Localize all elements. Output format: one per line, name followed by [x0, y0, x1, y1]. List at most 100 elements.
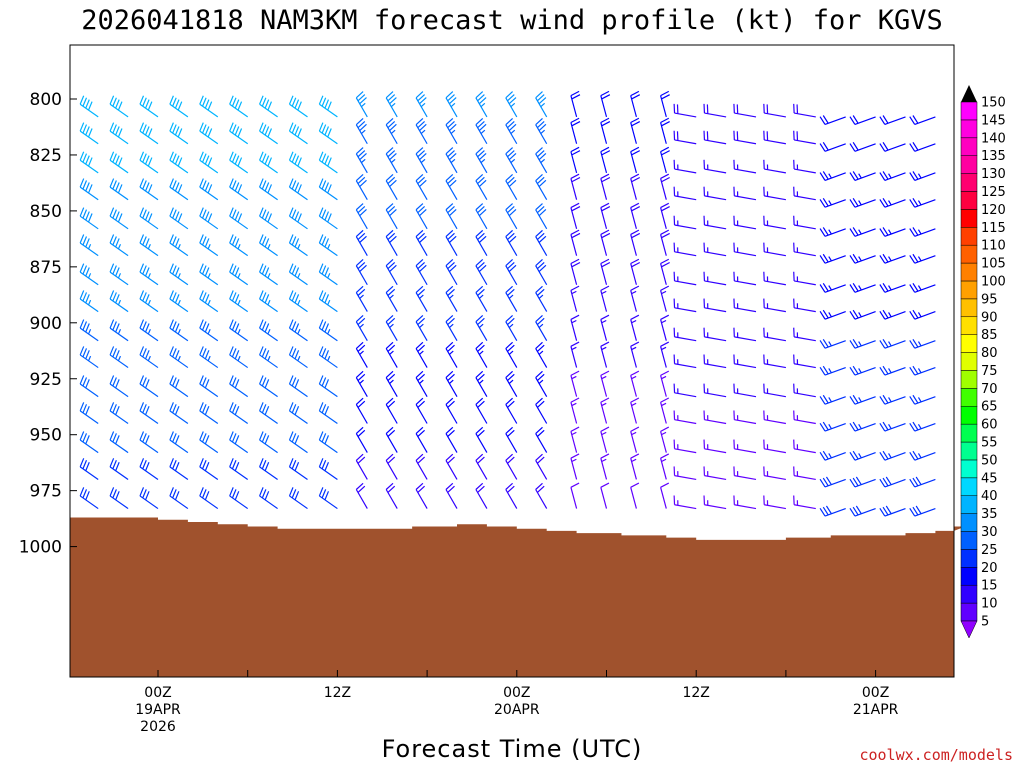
barb-full-flag	[324, 323, 330, 333]
wind-barb	[288, 346, 308, 369]
barb-full-flag	[234, 379, 240, 389]
barb-staff	[674, 224, 697, 230]
barb-full-flag	[202, 209, 207, 219]
wind-barb	[385, 397, 398, 424]
barb-full-flag	[571, 261, 581, 268]
barb-full-flag	[912, 394, 919, 404]
wind-barb	[415, 91, 428, 118]
wind-barb	[169, 151, 189, 174]
barb-full-flag	[415, 453, 424, 461]
barb-full-flag	[172, 489, 177, 499]
barb-full-flag	[852, 227, 859, 236]
barb-full-flag	[571, 206, 581, 212]
barb-full-flag	[139, 346, 145, 356]
barb-staff	[600, 346, 608, 368]
wind-barb	[229, 234, 249, 257]
barb-full-flag	[417, 288, 425, 296]
barb-staff	[794, 419, 816, 425]
barb-full-flag	[172, 97, 177, 107]
wind-barb	[909, 142, 936, 152]
barb-full-flag	[144, 491, 150, 501]
barb-full-flag	[661, 232, 670, 239]
barb-full-flag	[261, 265, 267, 275]
colorbar-tick-label: 135	[981, 149, 1006, 164]
barb-staff	[199, 298, 219, 313]
barb-staff	[259, 327, 278, 342]
barb-full-flag	[359, 153, 367, 161]
barb-full-flag	[204, 267, 210, 277]
wind-barb	[909, 365, 936, 376]
barb-full-flag	[172, 209, 177, 219]
barb-full-flag	[819, 228, 826, 237]
barb-half-flag	[450, 158, 456, 164]
barb-full-flag	[475, 229, 484, 238]
wind-barb	[600, 258, 611, 285]
barb-full-flag	[387, 456, 396, 464]
wind-barb	[229, 151, 249, 174]
barb-full-flag	[661, 261, 670, 268]
barb-staff	[884, 422, 906, 432]
barb-staff	[109, 103, 129, 118]
barb-full-flag	[822, 171, 829, 180]
wind-barb	[703, 466, 727, 481]
wind-barb	[600, 117, 611, 144]
barb-full-flag	[174, 99, 180, 109]
barb-staff	[764, 336, 787, 342]
barb-staff	[884, 284, 906, 293]
barb-full-flag	[445, 426, 454, 434]
barb-staff	[229, 466, 249, 480]
barb-full-flag	[79, 207, 85, 217]
barb-full-flag	[417, 344, 425, 352]
barb-full-flag	[202, 377, 207, 387]
wind-barb	[793, 159, 816, 174]
barb-half-flag	[540, 129, 546, 134]
barb-staff	[199, 383, 219, 398]
barb-full-flag	[855, 476, 862, 485]
barb-staff	[319, 495, 338, 510]
barb-full-flag	[204, 99, 210, 109]
barb-full-flag	[477, 206, 485, 214]
wind-barb	[849, 338, 876, 349]
barb-staff	[109, 410, 129, 425]
colorbar-tick-label: 85	[981, 328, 998, 343]
barb-full-flag	[147, 184, 153, 194]
barb-full-flag	[447, 485, 455, 493]
wind-barb	[505, 118, 518, 145]
barb-staff	[674, 448, 697, 454]
barb-full-flag	[199, 431, 204, 441]
barb-full-flag	[477, 485, 485, 493]
credit-link[interactable]: coolwx.com/models	[859, 746, 1013, 764]
barb-staff	[884, 340, 906, 349]
barb-full-flag	[264, 435, 270, 445]
barb-staff	[914, 311, 936, 320]
barb-full-flag	[318, 319, 324, 329]
barb-full-flag	[505, 482, 513, 490]
wind-barb	[733, 130, 757, 145]
barb-half-flag	[828, 341, 832, 347]
barb-full-flag	[79, 263, 85, 273]
barb-full-flag	[231, 377, 237, 387]
barb-full-flag	[79, 290, 85, 300]
barb-half-flag	[631, 319, 637, 324]
barb-full-flag	[231, 236, 237, 246]
wind-barb	[660, 285, 670, 312]
wind-barb	[229, 122, 249, 145]
barb-full-flag	[321, 292, 327, 302]
barb-full-flag	[475, 397, 484, 405]
x-tick-label: 19APR	[135, 702, 181, 718]
barb-half-flag	[858, 229, 862, 235]
barb-full-flag	[82, 153, 88, 163]
barb-full-flag	[505, 314, 513, 323]
barb-full-flag	[385, 426, 394, 434]
wind-barb	[385, 229, 398, 256]
barb-full-flag	[536, 232, 545, 240]
barb-half-flag	[450, 129, 456, 134]
barb-full-flag	[825, 505, 832, 515]
barb-half-flag	[571, 375, 577, 380]
barb-half-flag	[858, 256, 862, 262]
barb-staff	[914, 478, 936, 488]
barb-full-flag	[234, 126, 240, 136]
barb-staff	[660, 458, 667, 480]
barb-full-flag	[538, 123, 547, 132]
